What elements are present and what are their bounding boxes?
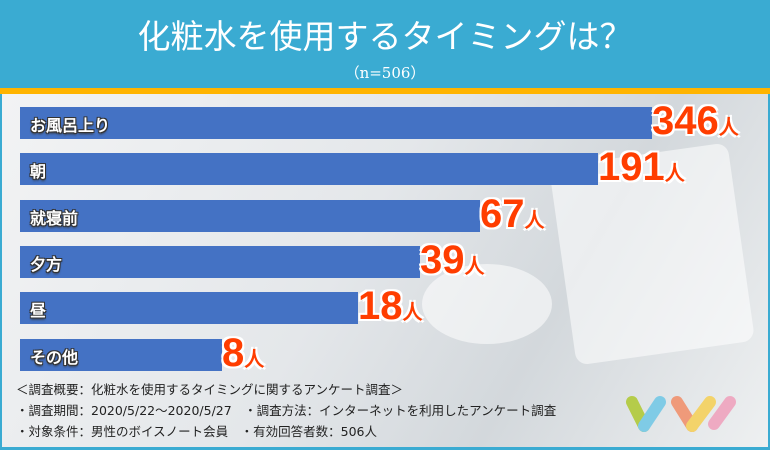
value-label: 67人 xyxy=(480,194,545,241)
value-label: 18人 xyxy=(358,286,423,333)
value-unit: 人 xyxy=(664,163,685,186)
value-number: 39 xyxy=(420,237,465,282)
header: 化粧水を使用するタイミングは？ （n=506） xyxy=(0,0,770,88)
bar-label: 朝 xyxy=(30,162,47,182)
survey-notes: ＜調査概要：化粧水を使用するタイミングに関するアンケート調査＞ ・調査期間：20… xyxy=(16,379,556,442)
value-label: 39人 xyxy=(420,240,485,287)
value-unit: 人 xyxy=(402,302,423,325)
value-unit: 人 xyxy=(464,255,485,278)
value-label: 346人 xyxy=(652,101,739,148)
bar: その他 xyxy=(20,338,222,371)
chart-panel: お風呂上り 346人朝 191人 就寝前 67人 夕方 39人昼 18人 その他 8人 ＜調査概要… xyxy=(2,94,768,447)
bar-label: 夕方 xyxy=(30,254,63,274)
value-number: 8 xyxy=(222,330,245,375)
bar: 昼 xyxy=(20,292,358,325)
note-line: ・調査期間：2020/5/22～2020/5/27 ・調査方法：インターネットを… xyxy=(16,403,557,418)
bar-label: 昼 xyxy=(30,301,47,321)
bar: お風呂上り xyxy=(20,107,652,139)
value-label: 191人 xyxy=(598,147,685,194)
accent-divider xyxy=(0,88,770,94)
bar: 就寝前 xyxy=(20,199,480,232)
bar: 夕方 xyxy=(20,245,420,278)
note-line: ＜調査概要：化粧水を使用するタイミングに関するアンケート調査＞ xyxy=(16,382,404,397)
value-unit: 人 xyxy=(718,117,739,139)
chart-title: 化粧水を使用するタイミングは？ xyxy=(137,17,633,56)
bar: 朝 xyxy=(20,153,598,186)
note-line: ・対象条件：男性のボイスノート会員 ・有効回答者数：506人 xyxy=(16,424,377,439)
background-photo-cream xyxy=(422,264,552,344)
sample-size: （n=506） xyxy=(344,64,426,82)
bar-label: その他 xyxy=(30,347,79,367)
value-number: 18 xyxy=(358,284,403,329)
value-unit: 人 xyxy=(244,348,265,371)
brand-logo xyxy=(626,396,736,432)
value-label: 8人 xyxy=(222,333,264,380)
value-unit: 人 xyxy=(524,209,545,232)
bar-label: 就寝前 xyxy=(30,208,79,228)
value-number: 191 xyxy=(598,145,665,190)
bar-label: お風呂上り xyxy=(30,116,111,135)
value-number: 67 xyxy=(480,191,525,236)
value-number: 346 xyxy=(652,99,719,143)
